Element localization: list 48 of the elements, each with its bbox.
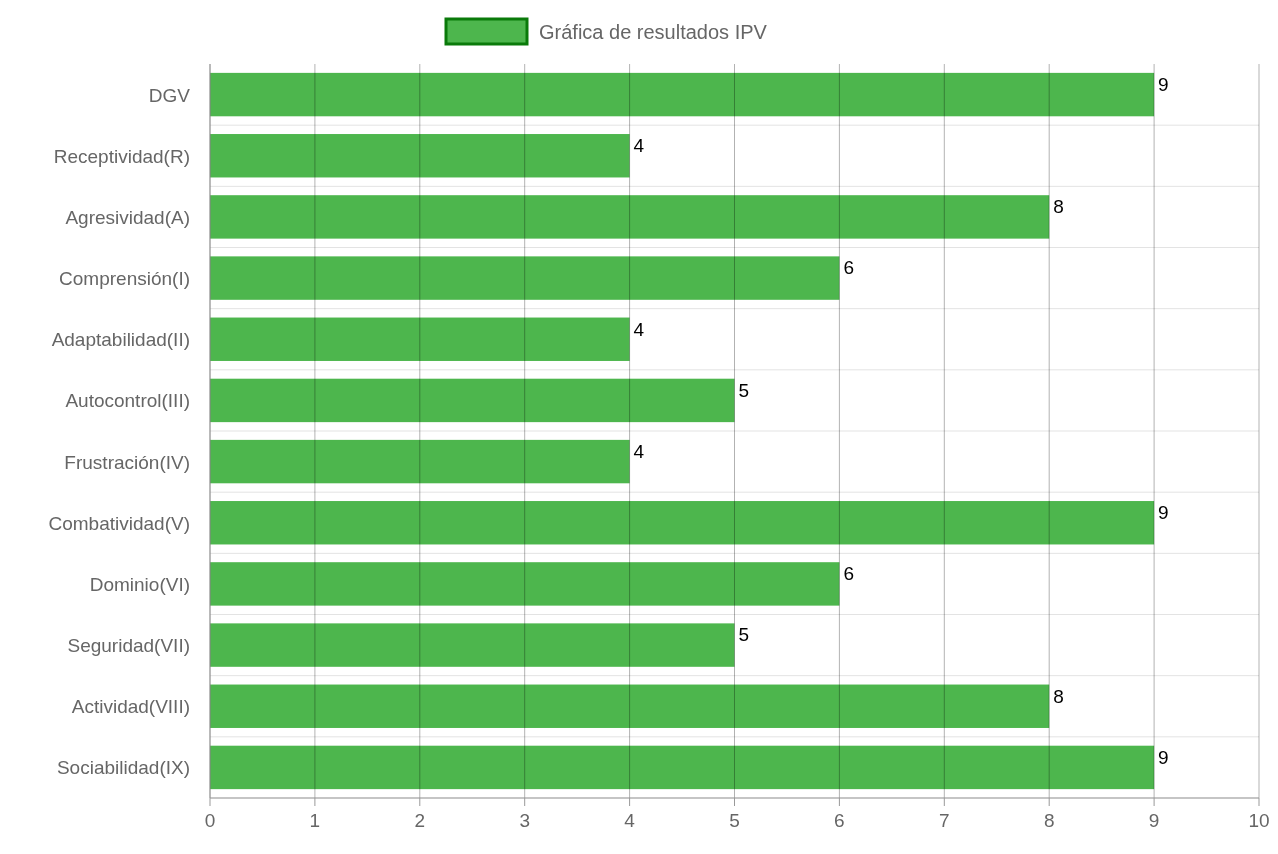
data-label: 8: [1053, 196, 1064, 218]
bar: [210, 378, 735, 423]
bar: [210, 745, 1155, 790]
x-tick-label: 9: [1148, 810, 1160, 831]
bar: [210, 317, 630, 361]
bar: [210, 501, 1155, 545]
bar: [210, 439, 630, 484]
data-label: 9: [1158, 502, 1169, 524]
bar: [210, 623, 735, 667]
x-tick-label: 10: [1248, 810, 1270, 831]
y-tick-label: Receptividad(R): [53, 145, 190, 167]
data-label: 6: [843, 563, 854, 585]
bar: [210, 195, 1050, 239]
data-label: 6: [843, 257, 854, 279]
bar: [210, 72, 1155, 117]
y-tick-label: Frustración(IV): [64, 451, 190, 473]
y-tick-label: Agresividad(A): [65, 206, 190, 228]
data-label: 5: [738, 379, 750, 401]
y-tick-label: DGV: [148, 84, 191, 106]
x-tick-label: 0: [204, 810, 216, 831]
data-label: 4: [633, 318, 645, 340]
data-label: 4: [633, 440, 645, 462]
x-tick-label: 5: [729, 810, 740, 831]
x-tick-label: 6: [834, 810, 845, 831]
x-tick-label: 1: [309, 810, 321, 831]
bar: [210, 684, 1050, 728]
x-tick-label: 8: [1043, 810, 1055, 831]
data-label: 9: [1158, 746, 1169, 768]
data-label: 4: [633, 135, 645, 157]
x-tick-label: 4: [624, 810, 636, 831]
y-tick-label: Autocontrol(III): [65, 390, 190, 412]
y-tick-label: Actividad(VIII): [71, 696, 190, 718]
y-tick-label: Combatividad(V): [48, 512, 190, 534]
data-label: 9: [1158, 73, 1169, 95]
data-label: 5: [738, 624, 750, 646]
bar: [210, 134, 630, 178]
legend-label: Gráfica de resultados IPV: [539, 21, 768, 43]
x-tick-label: 2: [414, 810, 426, 831]
y-tick-label: Dominio(VI): [89, 573, 190, 595]
x-tick-label: 3: [519, 810, 530, 831]
bar: [210, 562, 840, 606]
data-label: 8: [1053, 685, 1064, 707]
y-tick-label: Adaptabilidad(II): [51, 329, 190, 351]
y-tick-label: Sociabilidad(IX): [56, 757, 190, 779]
y-tick-label: Seguridad(VII): [67, 635, 190, 657]
y-tick-label: Comprensión(I): [59, 268, 190, 290]
x-tick-label: 7: [939, 810, 950, 831]
bar: [210, 256, 840, 300]
